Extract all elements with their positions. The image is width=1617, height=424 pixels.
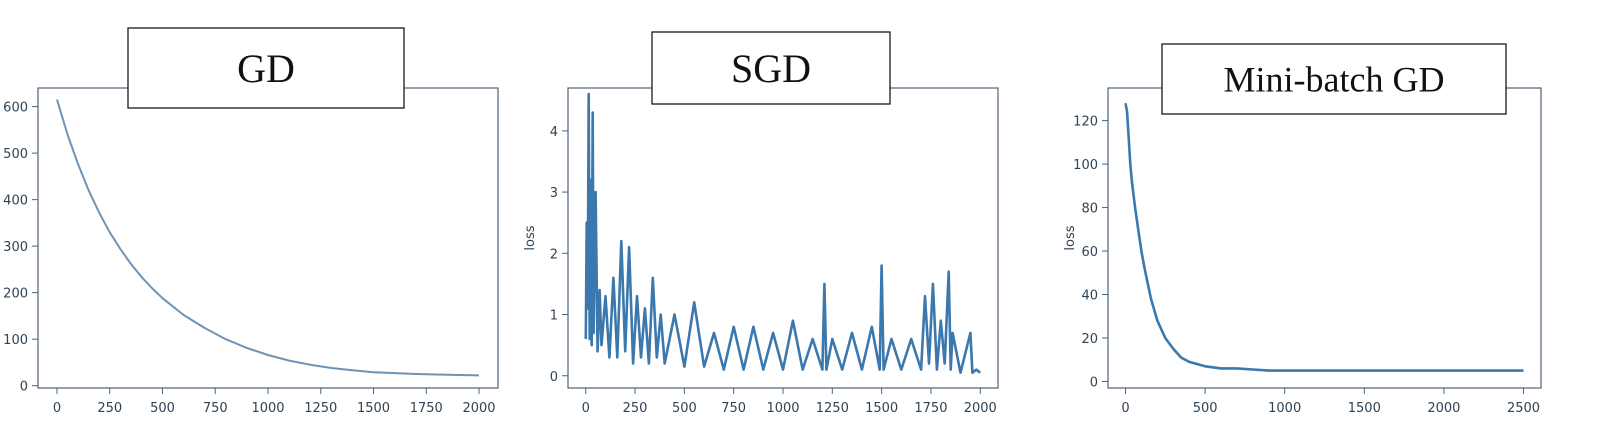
y-tick-label: 400 [3, 194, 28, 209]
y-tick-label: 120 [1073, 115, 1098, 130]
x-tick-label: 2000 [1427, 401, 1460, 416]
y-tick-label: 100 [1073, 158, 1098, 173]
x-tick-label: 750 [203, 401, 228, 416]
y-tick-label: 300 [3, 240, 28, 255]
chart-title: Mini-batch GD [1224, 60, 1445, 100]
x-tick-label: 2000 [462, 401, 495, 416]
x-tick-label: 500 [150, 401, 175, 416]
x-tick-label: 0 [1121, 401, 1129, 416]
plot-frame [1107, 87, 1542, 389]
x-tick-label: 1000 [766, 401, 799, 416]
x-tick-label: 1750 [914, 401, 947, 416]
y-axis-label: loss [1063, 225, 1078, 250]
x-tick-label: 1000 [1268, 401, 1301, 416]
chart-panel-2: 0 250 500 750 1000 1250 1500 1750 2000 0 1 2 3 4 loss S… [523, 31, 999, 416]
series-line-1 [584, 92, 982, 375]
y-tick-label: 0 [1090, 375, 1098, 390]
x-tick-label: 1500 [1348, 401, 1381, 416]
title-box [127, 27, 405, 109]
x-tick-label: 0 [582, 401, 590, 416]
x-tick-label: 1250 [816, 401, 849, 416]
y-tick-label: 3 [550, 186, 558, 201]
x-tick-label: 1500 [357, 401, 390, 416]
y-tick-label: 1 [550, 309, 558, 324]
title-box [651, 31, 891, 105]
x-tick-label: 2000 [964, 401, 997, 416]
y-tick-label: 40 [1081, 289, 1098, 304]
x-tick-label: 1500 [865, 401, 898, 416]
y-tick-label: 200 [3, 287, 28, 302]
y-tick-label: 0 [550, 370, 558, 385]
y-tick-label: 80 [1081, 202, 1098, 217]
y-axis-label: loss [523, 225, 538, 250]
y-tick-label: 500 [3, 147, 28, 162]
series-line-1 [56, 99, 480, 377]
y-tick-label: 0 [20, 380, 28, 395]
chart-panel-3: 0 500 1000 1500 2000 2500 0 20 40 60 80 100 120 loss M… [1063, 43, 1542, 416]
x-tick-label: 750 [721, 401, 746, 416]
y-tick-label: 20 [1081, 332, 1098, 347]
title-box [1161, 43, 1507, 115]
x-tick-label: 250 [97, 401, 122, 416]
chart-panel-1: 0 250 500 750 1000 1250 1500 1750 2000 0 100 200 300… [3, 27, 499, 416]
series-line-1 [1124, 102, 1524, 372]
chart-title: GD [237, 46, 295, 91]
x-tick-label: 500 [1193, 401, 1218, 416]
y-tick-label: 2 [550, 247, 558, 262]
y-tick-label: 600 [3, 101, 28, 116]
x-tick-label: 250 [623, 401, 648, 416]
y-tick-label: 4 [550, 125, 558, 140]
x-tick-label: 1250 [304, 401, 337, 416]
x-tick-label: 0 [53, 401, 61, 416]
x-tick-label: 500 [672, 401, 697, 416]
chart-title: SGD [731, 46, 811, 91]
x-tick-label: 1750 [410, 401, 443, 416]
x-tick-label: 2500 [1507, 401, 1540, 416]
y-tick-label: 60 [1081, 245, 1098, 260]
x-tick-label: 1000 [251, 401, 284, 416]
plot-frame [37, 87, 499, 389]
y-tick-label: 100 [3, 333, 28, 348]
